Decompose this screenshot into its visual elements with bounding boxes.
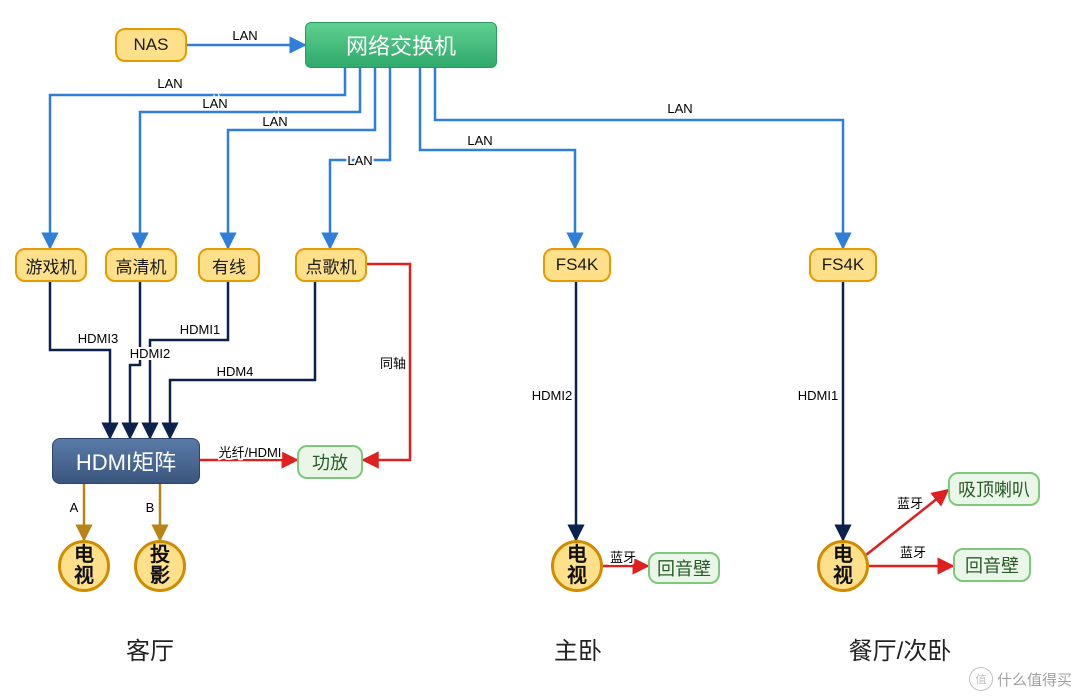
edge-label: LAN: [667, 101, 692, 116]
node-label: FS4K: [556, 255, 599, 275]
edge-label: 蓝牙: [610, 550, 636, 565]
node-label: 电视: [567, 545, 587, 587]
edge-label: LAN: [262, 114, 287, 129]
node-label: 有线: [212, 253, 246, 278]
edge-label: LAN: [232, 28, 257, 43]
edge-karaoke-matrix: [170, 282, 315, 438]
node-label: 回音壁: [657, 555, 711, 581]
node-game: 游戏机: [15, 248, 87, 282]
edge-label: 同轴: [380, 356, 406, 371]
node-fs4k2: FS4K: [809, 248, 877, 282]
node-matrix: HDMI矩阵: [52, 438, 200, 484]
node-label: 游戏机: [26, 253, 77, 278]
edge-label: LAN: [467, 133, 492, 148]
section-label: 餐厅/次卧: [840, 634, 960, 662]
node-label: 高清机: [116, 253, 167, 278]
node-label: 回音壁: [965, 552, 1019, 578]
edge-label: LAN: [347, 153, 372, 168]
node-switch: 网络交换机: [305, 22, 497, 68]
node-tv3: 电视: [817, 540, 869, 592]
edge-label: HDMI3: [78, 331, 118, 346]
node-label: 电视: [833, 545, 853, 587]
edge-switch-fs4k2: [435, 68, 843, 248]
node-label: 网络交换机: [346, 29, 456, 61]
node-label: NAS: [134, 35, 169, 55]
edge-label: HDMI2: [532, 388, 572, 403]
edge-label: LAN: [157, 76, 182, 91]
node-karaoke: 点歌机: [295, 248, 367, 282]
node-tv2: 电视: [551, 540, 603, 592]
edge-label: 蓝牙: [897, 496, 923, 511]
section-label: 客厅: [90, 634, 210, 662]
edge-label: LAN: [202, 96, 227, 111]
node-amp: 功放: [297, 445, 363, 479]
node-label: 吸顶喇叭: [958, 476, 1030, 502]
node-label: FS4K: [822, 255, 865, 275]
edge-label: A: [70, 500, 79, 515]
edge-label: 蓝牙: [900, 545, 926, 560]
watermark: 值 什么值得买: [969, 667, 1072, 691]
node-ceilspk: 吸顶喇叭: [948, 472, 1040, 506]
node-hd: 高清机: [105, 248, 177, 282]
node-soundbar1: 回音壁: [648, 552, 720, 584]
edge-label: 光纤/HDMI: [219, 445, 282, 460]
node-nas: NAS: [115, 28, 187, 62]
edge-label: HDMI1: [798, 388, 838, 403]
node-cable: 有线: [198, 248, 260, 282]
node-label: HDMI矩阵: [76, 445, 176, 477]
node-label: 点歌机: [306, 253, 357, 278]
node-label: 功放: [312, 449, 348, 475]
node-label: 电视: [74, 545, 94, 587]
diagram-canvas: LANLANLANLANLANLANLANLANLANLANLANLANLANL…: [0, 0, 1080, 697]
edge-label: HDM4: [217, 364, 254, 379]
node-proj: 投影: [134, 540, 186, 592]
edge-label: HDMI2: [130, 346, 170, 361]
node-tv1: 电视: [58, 540, 110, 592]
edge-switch-game: [50, 68, 345, 248]
node-fs4k1: FS4K: [543, 248, 611, 282]
watermark-icon: 值: [969, 667, 993, 691]
watermark-text: 什么值得买: [997, 669, 1072, 690]
edge-switch-fs4k1: [420, 68, 575, 248]
node-label: 投影: [150, 545, 170, 587]
edge-label: B: [146, 500, 155, 515]
edge-game-matrix: [50, 282, 110, 438]
node-soundbar2: 回音壁: [953, 548, 1031, 582]
section-label: 主卧: [518, 634, 638, 662]
edge-label: HDMI1: [180, 322, 220, 337]
